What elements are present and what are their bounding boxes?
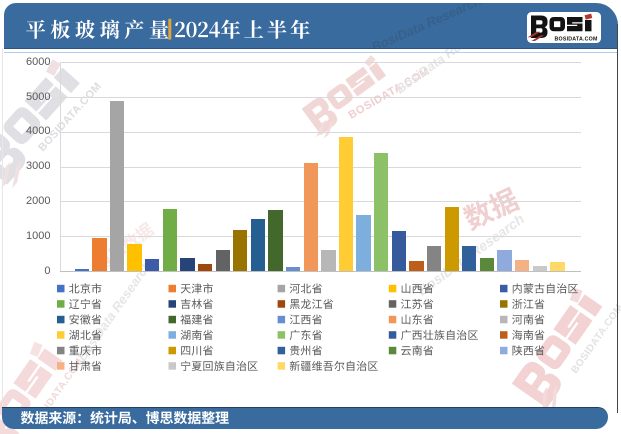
svg-text:BOSIDATA.COM: BOSIDATA.COM [555,36,598,42]
